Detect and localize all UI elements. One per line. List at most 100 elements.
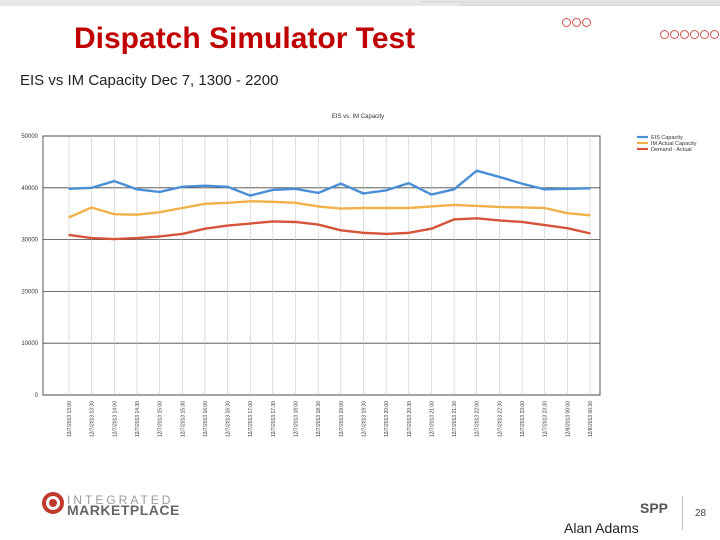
x-tick-label: 12/8/2013 00:00 [565, 401, 571, 437]
data-point [340, 229, 342, 232]
data-point [453, 204, 455, 206]
data-point [543, 207, 546, 209]
data-point [543, 224, 546, 226]
data-point [204, 184, 206, 187]
data-point [249, 200, 252, 203]
x-tick-label: 12/7/2013 15:00 [158, 401, 164, 437]
y-tick-label: 40000 [21, 186, 38, 192]
legend-label-2: IM Actual Capacity [651, 141, 697, 147]
data-point [68, 216, 70, 219]
data-point [566, 227, 569, 230]
data-point [226, 202, 229, 204]
x-tick-label: 12/7/2013 13:30 [90, 401, 96, 437]
x-tick-label: 12/7/2013 13:00 [67, 401, 73, 437]
footer-divider [682, 496, 683, 530]
x-tick-label: 12/7/2013 19:00 [339, 401, 345, 437]
capacity-line-chart: EIS vs. IM Capacity 0 10000 20000 30000 40000… [21, 114, 697, 437]
data-point [453, 188, 455, 191]
data-point [204, 203, 206, 205]
data-point [430, 227, 433, 230]
chart-title: EIS vs. IM Capacity [332, 114, 384, 120]
data-point [181, 185, 184, 188]
data-point [136, 237, 138, 239]
data-point [113, 180, 116, 182]
data-point [249, 222, 252, 225]
data-point [362, 232, 365, 234]
top-accent-bar [0, 0, 720, 14]
y-tick-label: 30000 [21, 238, 38, 244]
x-tick-label: 12/7/2013 21:30 [452, 401, 458, 437]
y-tick-label: 20000 [21, 289, 38, 295]
x-tick-label: 12/7/2013 15:30 [180, 401, 186, 437]
data-point [521, 182, 523, 185]
data-point [475, 205, 478, 207]
spp-logo: SPP [640, 500, 669, 516]
plot-area [42, 135, 601, 396]
data-point [407, 182, 410, 184]
x-tick-label: 12/7/2013 21:00 [429, 401, 435, 437]
data-point [136, 213, 138, 216]
legend-label-1: EIS Capacity [651, 135, 683, 141]
data-point [407, 207, 410, 209]
slide-title: Dispatch Simulator Test [74, 22, 416, 55]
data-point [294, 221, 297, 223]
data-point [589, 187, 591, 190]
data-point [272, 220, 274, 223]
data-point [158, 235, 161, 238]
data-point [90, 187, 93, 189]
data-point [589, 214, 591, 217]
data-point [90, 206, 93, 209]
slide-subtitle: EIS vs IM Capacity Dec 7, 1300 - 2200 [20, 72, 279, 89]
data-point [566, 212, 569, 214]
data-point [90, 237, 93, 239]
data-point [498, 176, 501, 178]
y-tick-label: 10000 [21, 341, 38, 347]
data-point [136, 188, 138, 191]
data-point [158, 191, 161, 193]
data-point [543, 188, 546, 191]
page-number: 28 [695, 508, 707, 519]
decorative-dots-1 [562, 14, 592, 32]
series-line-3 [68, 217, 591, 241]
data-point [181, 207, 184, 209]
data-point [317, 223, 319, 226]
x-tick-label: 12/7/2013 22:00 [475, 401, 481, 437]
data-point [340, 182, 342, 185]
x-tick-label: 12/7/2013 16:30 [226, 401, 232, 437]
data-point [498, 219, 501, 222]
x-tick-label: 12/7/2013 18:00 [294, 401, 300, 437]
x-tick-label: 12/7/2013 19:30 [361, 401, 367, 437]
data-point [475, 169, 478, 172]
x-tick-label: 12/7/2013 16:00 [203, 401, 209, 437]
data-point [226, 224, 229, 227]
x-tick-label: 12/7/2013 23:30 [543, 401, 549, 437]
legend-label-3: Demand - Actual [651, 147, 692, 153]
data-point [407, 232, 410, 234]
data-point [385, 233, 387, 235]
data-point [113, 238, 116, 240]
x-tick-label: 12/7/2013 17:30 [271, 401, 277, 437]
marketplace-logo-icon [42, 492, 64, 514]
decorative-dots-2 [660, 26, 720, 44]
data-point [430, 205, 433, 208]
x-tick-label: 12/7/2013 22:30 [497, 401, 503, 437]
data-point [566, 188, 569, 190]
data-point [475, 217, 478, 220]
data-point [385, 189, 387, 192]
data-point [113, 213, 116, 216]
data-point [340, 207, 342, 210]
data-point [68, 188, 70, 190]
data-point [181, 233, 184, 235]
x-tick-label: 12/7/2013 17:00 [248, 401, 254, 437]
data-point [204, 227, 206, 230]
data-point [362, 207, 365, 209]
author-name: Alan Adams [564, 520, 639, 536]
data-point [385, 207, 387, 209]
top-accent-graphic [0, 0, 720, 6]
series-line-1 [68, 169, 591, 197]
data-point [430, 193, 433, 196]
logo-text-integrated: INTEGRATED [67, 493, 174, 507]
data-point [272, 189, 274, 191]
data-point [158, 211, 161, 213]
x-tick-label: 12/7/2013 20:00 [384, 401, 390, 437]
